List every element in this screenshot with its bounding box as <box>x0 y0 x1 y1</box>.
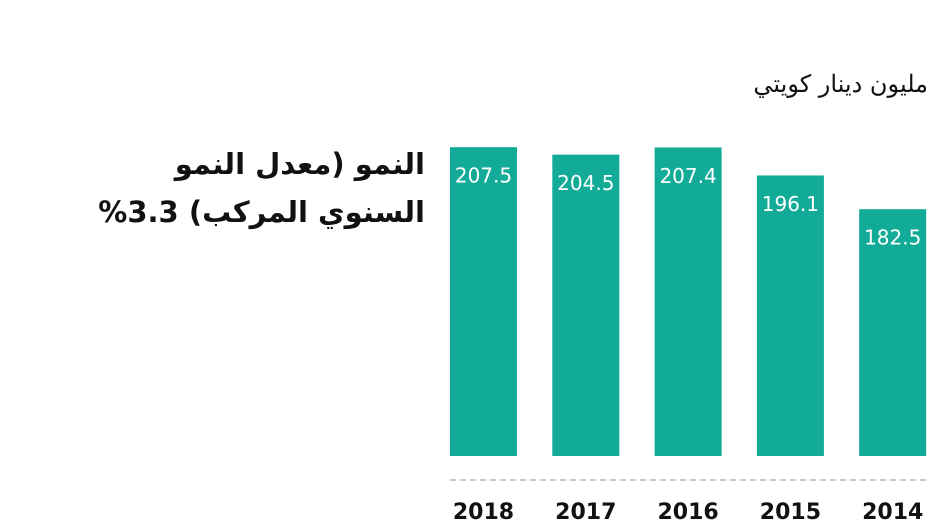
x-tick-label: 2017 <box>555 500 616 525</box>
value-label: 204.5 <box>557 171 614 195</box>
value-label: 207.5 <box>455 164 512 188</box>
x-tick-label: 2015 <box>760 500 821 525</box>
x-tick-label: 2016 <box>657 500 718 525</box>
bar <box>756 175 824 456</box>
x-tick-label: 2014 <box>862 500 923 525</box>
value-label: 207.4 <box>659 164 716 188</box>
value-label: 196.1 <box>762 192 819 216</box>
growth-annotation: النمو (معدل النمو السنوي المركب) 3.3% <box>98 147 425 229</box>
bar <box>552 154 620 457</box>
unit-label: مليون دينار كويتي <box>753 70 928 98</box>
bar <box>654 147 722 456</box>
x-tick-label: 2018 <box>453 500 514 525</box>
bar <box>859 209 927 456</box>
value-label: 182.5 <box>864 226 921 250</box>
bar <box>450 147 517 456</box>
